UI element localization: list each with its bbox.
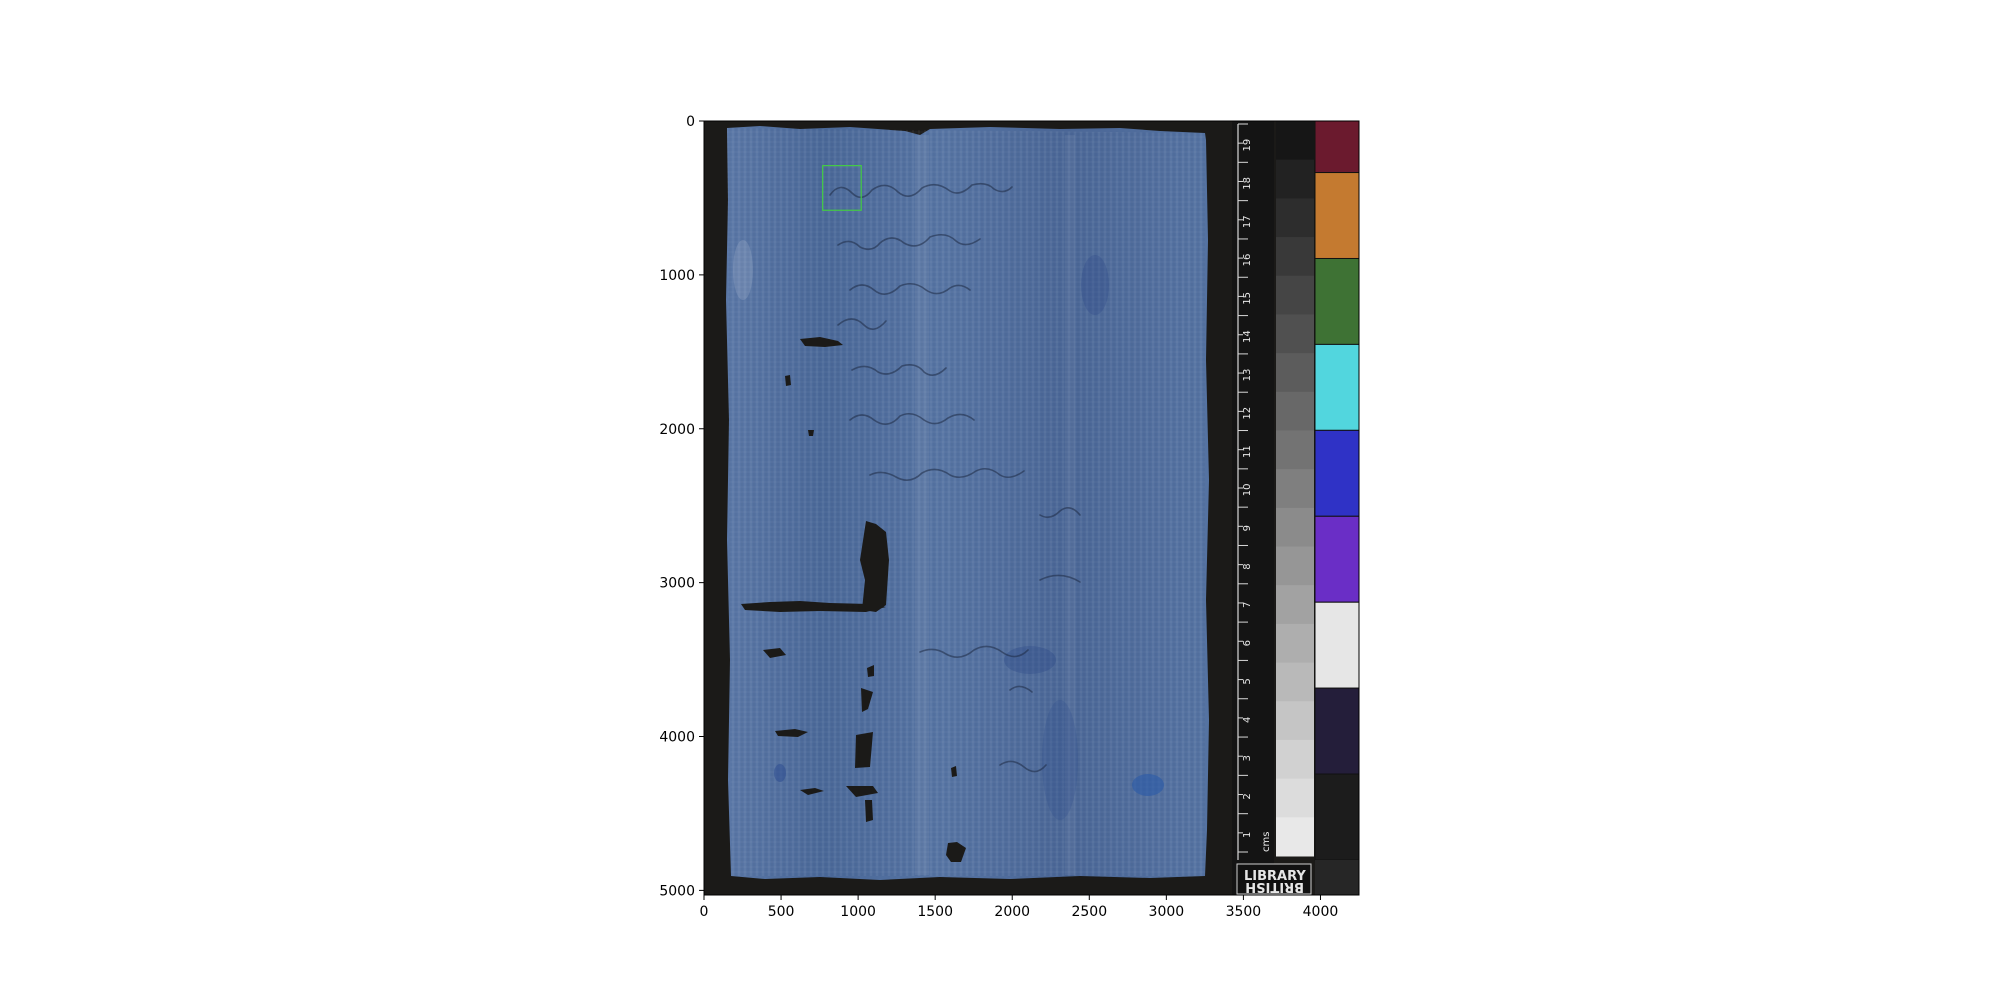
color-swatch [1314,601,1359,689]
stain [1132,774,1164,796]
y-axis: 0 1000 2000 3000 4000 5000 [659,114,704,899]
ruler-number: 14 [1242,330,1253,343]
gray-step [1276,739,1314,780]
papyrus-image: 19 18 17 16 15 14 13 12 11 10 9 8 7 6 5 4 3 2 1 cms LIBRAR… [704,121,1359,895]
gray-step [1276,198,1314,238]
stain [1042,700,1078,820]
papyrus-fibers-horizontal [727,128,1205,876]
gray-step [1276,237,1314,277]
ruler-number: 4 [1242,717,1253,723]
y-tick-label: 4000 [659,730,695,746]
highlight-box[interactable] [822,165,862,211]
gray-step [1276,817,1314,857]
stain [774,764,786,782]
ruler-number: 7 [1242,602,1253,608]
gray-step [1276,469,1314,509]
ruler-number: 8 [1242,563,1253,569]
papyrus-holes [741,337,966,862]
logo-line-2: BRITISH [1245,879,1304,894]
x-tick-label: 1500 [917,904,953,920]
ruler-number: 12 [1242,407,1253,420]
gray-step [1276,662,1314,702]
gray-step [1276,701,1314,741]
gray-step [1276,121,1314,161]
color-swatch [1314,687,1359,775]
ruler-number: 15 [1242,292,1253,305]
ink-writing [829,182,1081,773]
y-tick-label: 2000 [659,422,695,438]
color-swatch [1314,343,1359,431]
gray-step [1276,275,1314,315]
stain [1081,255,1109,315]
x-tick-label: 2000 [994,904,1030,920]
gray-step [1276,391,1314,431]
color-swatch [1314,172,1359,259]
x-tick-label: 3500 [1226,904,1262,920]
ruler-number: 17 [1242,215,1253,228]
ruler-number: 3 [1242,755,1253,761]
papyrus-strip [915,135,929,875]
ruler-number: 11 [1242,445,1253,458]
ruler-number: 19 [1242,139,1253,152]
ruler-number: 1 [1242,832,1253,838]
x-tick-label: 1000 [840,904,876,920]
y-tick-label: 0 [686,114,695,130]
color-swatch [1314,773,1359,861]
y-tick-label: 5000 [659,883,695,899]
stain [1004,646,1056,674]
axes-frame [703,120,1360,896]
x-tick-label: 500 [768,904,795,920]
ruler-number: 16 [1242,254,1253,267]
gray-step [1276,546,1314,586]
x-tick-label: 0 [700,904,709,920]
ruler-number: 9 [1242,525,1253,531]
ruler-number: 10 [1242,484,1253,497]
x-tick-label: 3000 [1149,904,1185,920]
gray-step [1276,507,1314,548]
stain [733,240,753,300]
ruler-number: 18 [1242,177,1253,190]
color-swatch [1314,515,1359,603]
ruler-number: 13 [1242,369,1253,382]
scale-ruler: 19 18 17 16 15 14 13 12 11 10 9 8 7 6 5 4 3 2 1 cms [1232,121,1274,895]
gray-step [1276,314,1314,354]
color-swatch [1314,257,1359,345]
papyrus-strip [1065,135,1075,875]
ruler-unit: cms [1261,832,1272,852]
y-tick-label: 1000 [659,268,695,284]
gray-step [1276,585,1314,625]
gray-step [1276,623,1314,664]
ruler-panel [1232,121,1274,895]
gray-step [1276,778,1314,818]
x-tick-label: 4000 [1303,904,1339,920]
ruler-number: 2 [1242,793,1253,799]
color-chart [1314,121,1359,861]
x-tick-label: 2500 [1071,904,1107,920]
gray-step [1276,159,1314,199]
gray-scale [1276,121,1314,857]
color-swatch [1314,121,1359,174]
color-chart-footer [1315,860,1359,895]
color-swatch [1314,429,1359,517]
y-tick-label: 3000 [659,576,695,592]
x-axis: 0 500 1000 1500 2000 2500 3000 3500 4000 [700,895,1339,920]
library-logo: LIBRARY BRITISH [1236,863,1312,895]
ruler-number: 5 [1242,678,1253,684]
logo-line-1: LIBRARY [1244,869,1306,884]
gray-step [1276,353,1314,393]
gray-step [1276,430,1314,470]
ruler-number: 6 [1242,640,1253,646]
